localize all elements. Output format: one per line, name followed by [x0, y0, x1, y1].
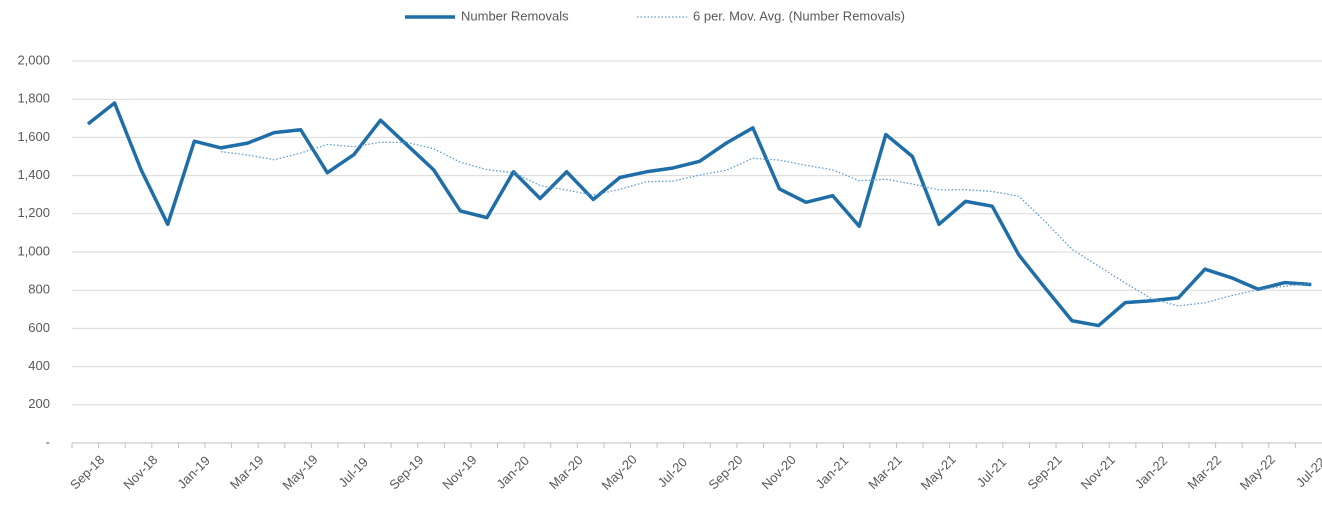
- y-tick-label: 1,000: [17, 243, 50, 258]
- y-tick-label: 600: [28, 320, 50, 335]
- x-tick-label: Nov-18: [120, 452, 160, 492]
- x-tick-label: Sep-18: [67, 452, 107, 492]
- x-tick-label: Mar-19: [227, 452, 267, 492]
- legend-label: Number Removals: [461, 8, 569, 23]
- legend-label: 6 per. Mov. Avg. (Number Removals): [693, 8, 905, 23]
- x-tick-label: Jan-22: [1132, 453, 1171, 492]
- x-tick-label: Jul-20: [654, 454, 690, 490]
- y-tick-label: 200: [28, 396, 50, 411]
- y-tick-label: -: [46, 434, 50, 449]
- x-tick-label: Nov-20: [759, 452, 799, 492]
- series-line: [220, 141, 1312, 307]
- x-tick-label: Nov-19: [439, 452, 479, 492]
- x-tick-label: May-21: [918, 452, 959, 493]
- y-tick-label: 1,600: [17, 129, 50, 144]
- x-tick-label: May-19: [279, 452, 320, 493]
- x-tick-label: Jan-19: [174, 453, 213, 492]
- x-tick-label: Jan-21: [813, 453, 852, 492]
- x-tick-label: Sep-20: [705, 452, 745, 492]
- y-tick-label: 1,800: [17, 91, 50, 106]
- x-tick-label: Jul-22: [1293, 454, 1322, 490]
- x-tick-label: Jul-19: [335, 454, 371, 490]
- x-tick-label: Mar-22: [1184, 452, 1224, 492]
- x-tick-label: May-22: [1237, 452, 1278, 493]
- x-tick-label: Jan-20: [493, 453, 532, 492]
- x-tick-label: May-20: [598, 452, 639, 493]
- series-line: [86, 101, 1312, 328]
- y-tick-label: 1,200: [17, 205, 50, 220]
- x-tick-label: Sep-21: [1025, 452, 1065, 492]
- x-tick-label: Sep-19: [386, 452, 426, 492]
- y-tick-label: 2,000: [17, 52, 50, 67]
- y-tick-label: 800: [28, 282, 50, 297]
- x-tick-label: Nov-21: [1078, 452, 1118, 492]
- x-tick-label: Mar-21: [865, 452, 905, 492]
- y-tick-label: 400: [28, 358, 50, 373]
- y-tick-label: 1,400: [17, 167, 50, 182]
- x-tick-label: Mar-20: [546, 452, 586, 492]
- x-tick-label: Jul-21: [974, 454, 1010, 490]
